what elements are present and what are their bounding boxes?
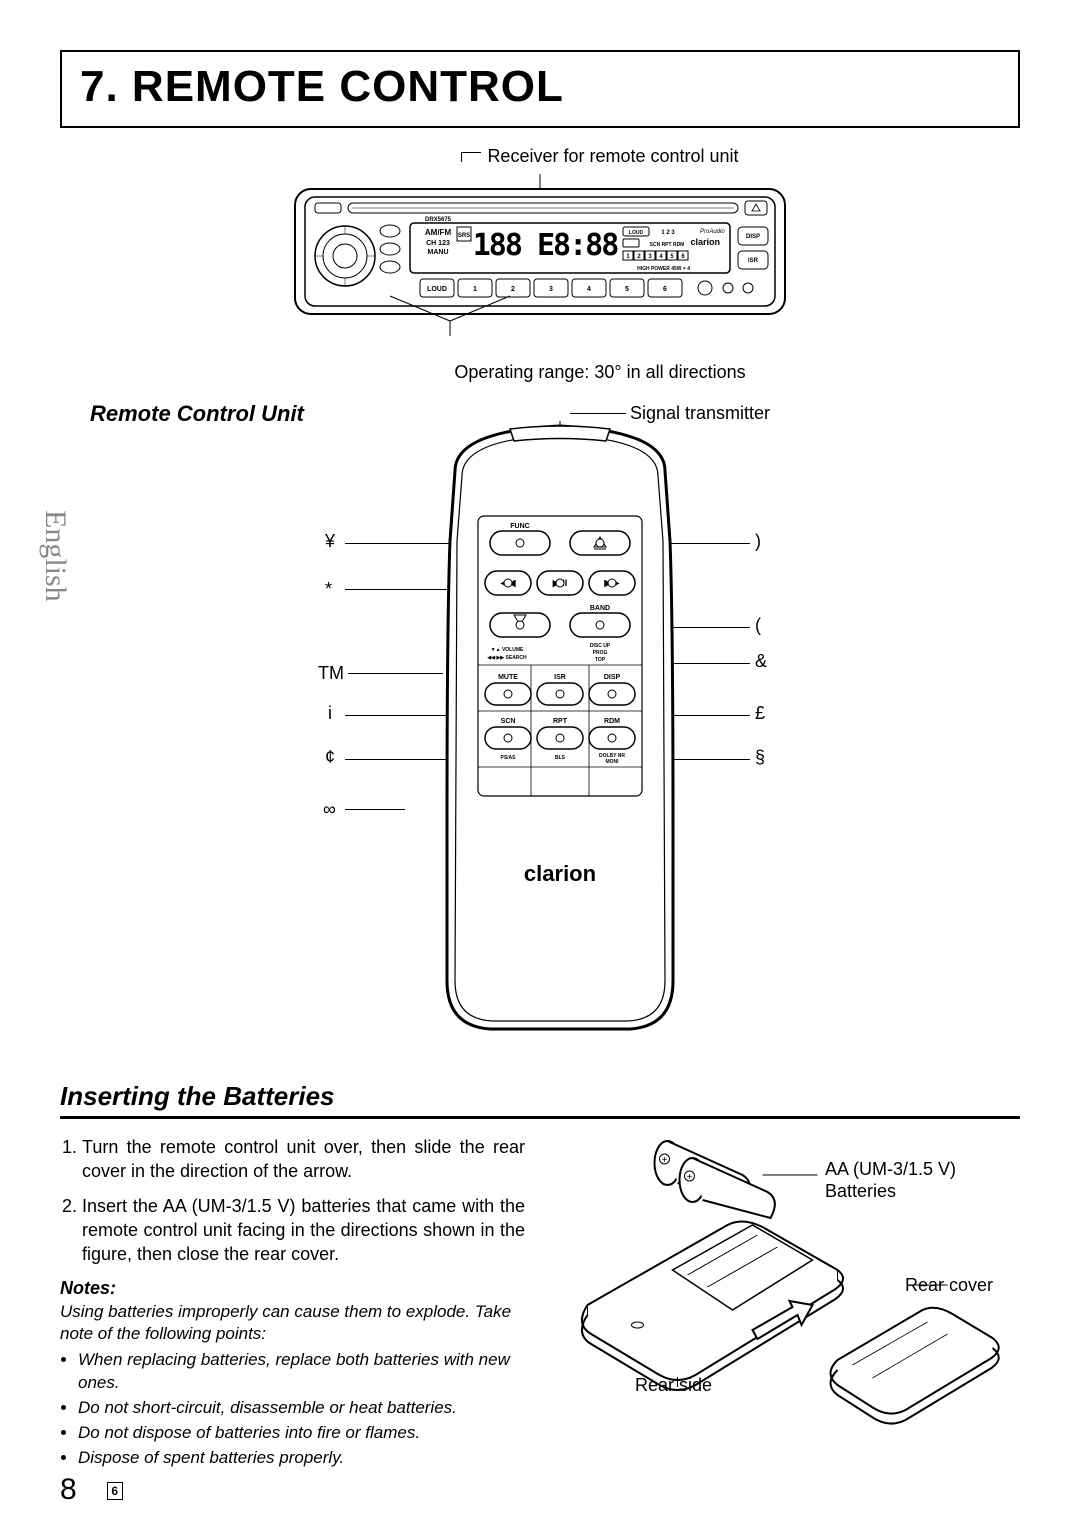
callout-left-1axis: ¥: [325, 531, 335, 552]
callout-left-3: i: [328, 703, 332, 724]
svg-text:▼▲ VOLUME: ▼▲ VOLUME: [491, 647, 524, 653]
svg-text:+: +: [687, 1172, 693, 1183]
svg-text:1 2 3: 1 2 3: [661, 230, 675, 236]
svg-text:LOUD: LOUD: [629, 230, 644, 236]
note-3: Dispose of spent batteries properly.: [78, 1447, 525, 1470]
svg-text:TOP: TOP: [595, 657, 606, 663]
svg-text:SCN: SCN: [501, 718, 516, 725]
callout-left-1: *: [325, 579, 332, 600]
note-1: Do not short-circuit, disassemble or hea…: [78, 1397, 525, 1420]
battery-instructions: Turn the remote control unit over, then …: [60, 1135, 525, 1472]
svg-text:PROG: PROG: [593, 650, 608, 656]
receiver-label: Receiver for remote control unit: [120, 146, 1080, 167]
svg-text:DISP: DISP: [604, 674, 621, 681]
battery-diagram: + + AA (UM-3/1.5 V) Batteries Rear cover…: [555, 1135, 1020, 1472]
note-2: Do not dispose of batteries into fire or…: [78, 1422, 525, 1445]
page-icon: 6: [107, 1482, 123, 1500]
page-number: 86: [60, 1473, 123, 1507]
notes-intro: Using batteries improperly can cause the…: [60, 1301, 525, 1345]
svg-text:DRX5675: DRX5675: [425, 217, 452, 223]
svg-text:4: 4: [587, 286, 591, 293]
remote-control-heading: Remote Control Unit: [90, 401, 304, 427]
svg-text:ISR: ISR: [554, 674, 566, 681]
svg-text:MONI: MONI: [605, 759, 619, 765]
remote-unit-section: Remote Control Unit Signal transmitter ¥…: [60, 401, 1020, 1061]
head-unit-diagram: DRX5675 AM/FM CH 123 MANU SRS 188 E8:88 …: [60, 171, 1020, 356]
svg-text:188 E8:88: 188 E8:88: [473, 228, 618, 263]
svg-text:DISP: DISP: [746, 234, 760, 240]
svg-text:◀◀ ▶▶ SEARCH: ◀◀ ▶▶ SEARCH: [486, 655, 527, 661]
svg-text:BLS: BLS: [555, 755, 566, 761]
svg-text:RDM: RDM: [604, 718, 620, 725]
callout-right-3: £: [755, 703, 765, 724]
callout-left-4: ¢: [325, 747, 335, 768]
svg-text:DISC UP: DISC UP: [590, 643, 611, 649]
svg-text:3: 3: [549, 286, 553, 293]
battery-step-1: Turn the remote control unit over, then …: [82, 1135, 525, 1184]
svg-text:SCN RPT RDM: SCN RPT RDM: [650, 242, 685, 248]
svg-text:1: 1: [473, 286, 477, 293]
label-rear-cover: Rear cover: [905, 1275, 993, 1297]
svg-text:RPT: RPT: [553, 718, 568, 725]
svg-text:+: +: [662, 1155, 668, 1166]
battery-section: Inserting the Batteries Turn the remote …: [60, 1081, 1020, 1472]
battery-step-2: Insert the AA (UM-3/1.5 V) batteries tha…: [82, 1194, 525, 1267]
section-title-box: 7. REMOTE CONTROL: [60, 50, 1020, 128]
svg-text:6: 6: [663, 286, 667, 293]
svg-text:BAND: BAND: [590, 605, 610, 612]
label-batteries: AA (UM-3/1.5 V) Batteries: [825, 1159, 956, 1202]
svg-text:clarion: clarion: [690, 237, 720, 247]
battery-heading: Inserting the Batteries: [60, 1081, 1020, 1119]
callout-right-0: ): [755, 531, 761, 552]
svg-text:SRS: SRS: [458, 233, 470, 239]
svg-text:PS/AS: PS/AS: [500, 755, 516, 761]
svg-text:HIGH POWER 45W × 4: HIGH POWER 45W × 4: [637, 266, 690, 272]
section-title: 7. REMOTE CONTROL: [80, 62, 1000, 112]
callout-right-2: &: [755, 651, 767, 672]
callout-left-2: TM: [318, 663, 344, 684]
svg-text:AM/FM: AM/FM: [425, 228, 452, 237]
svg-text:CH 123: CH 123: [426, 240, 450, 247]
svg-text:LOUD: LOUD: [427, 286, 447, 293]
remote-control-diagram: FUNC ◀◀ ▶/II ▶▶ BAND ▼▲ VOLUME ◀◀ ▶▶ SEA…: [390, 421, 730, 1041]
label-rear-side: Rear side: [635, 1375, 712, 1397]
svg-text:MUTE: MUTE: [498, 674, 518, 681]
callout-left-5: ∞: [323, 799, 336, 820]
notes-heading: Notes:: [60, 1276, 525, 1300]
brand-logo: clarion: [524, 861, 596, 886]
note-0: When replacing batteries, replace both b…: [78, 1349, 525, 1395]
operating-range-label: Operating range: 30° in all directions: [120, 362, 1080, 383]
svg-text:ISR: ISR: [748, 258, 759, 264]
svg-text:MANU: MANU: [428, 249, 449, 256]
svg-text:2: 2: [511, 286, 515, 293]
svg-text:5: 5: [625, 286, 629, 293]
svg-text:FUNC: FUNC: [510, 523, 529, 530]
callout-right-4: §: [755, 747, 765, 768]
callout-right-1: (: [755, 615, 761, 636]
svg-text:ProAudio: ProAudio: [700, 229, 725, 235]
